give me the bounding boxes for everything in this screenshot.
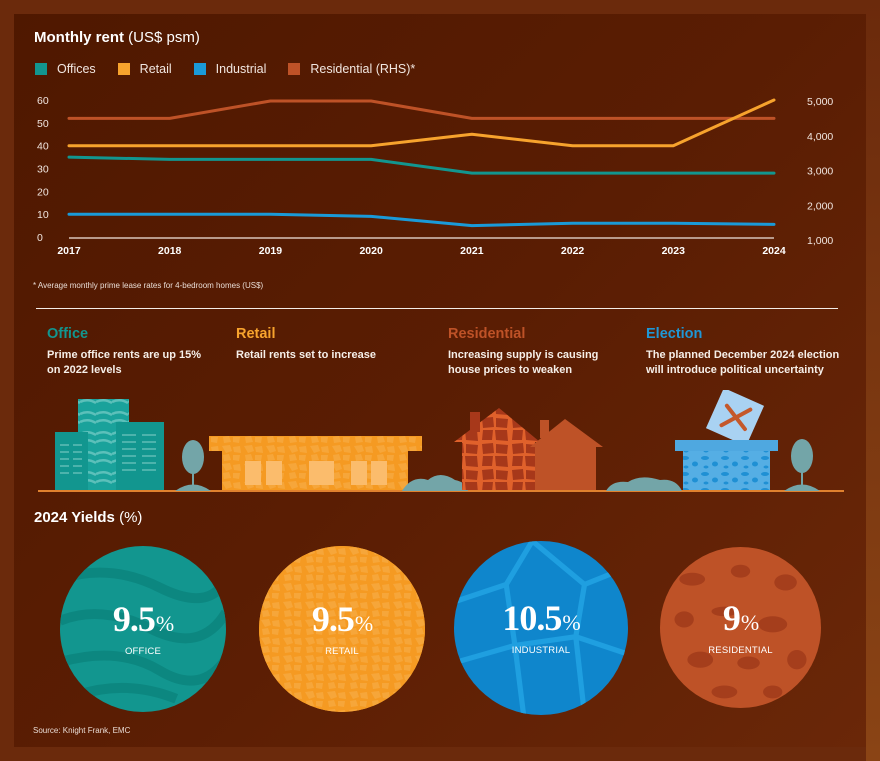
tree-icon [175, 440, 211, 491]
left-axis-tick-label: 0 [37, 232, 43, 244]
series-line-retail [67, 98, 776, 148]
x-axis-tick-label: 2017 [57, 245, 81, 257]
category-title: Office [47, 326, 89, 342]
x-axis-tick-label: 2020 [359, 245, 383, 257]
legend-label: Offices [57, 62, 96, 76]
right-axis-tick-label: 5,000 [807, 96, 833, 108]
legend-label: Industrial [215, 62, 267, 76]
left-axis-tick-label: 20 [37, 186, 49, 198]
desc-line: house prices to weaken [448, 364, 573, 376]
yields-title-unit: (%) [119, 509, 143, 526]
x-axis-tick-label: 2021 [460, 245, 484, 257]
yield-value: 10.5% [502, 598, 580, 638]
legend-swatch-residential [288, 63, 301, 75]
page-edge [866, 0, 880, 761]
desc-line: on 2022 levels [47, 364, 122, 376]
yields-title-main: 2024 Yields [34, 509, 115, 526]
category-description: Retail rents set to increase [236, 348, 426, 363]
yield-label: RETAIL [325, 646, 359, 657]
source-note: Source: Knight Frank, EMC [33, 726, 131, 735]
series-line-residential [67, 99, 776, 120]
legend-swatch-retail [117, 63, 130, 75]
yield-label: OFFICE [124, 646, 162, 657]
desc-line: will introduce political uncertainty [646, 364, 824, 376]
chart-title-main: Monthly rent [34, 29, 124, 46]
category-description: The planned December 2024 election will … [646, 348, 856, 378]
ballot-box-icon [675, 390, 778, 490]
giraffe-texture [259, 546, 425, 712]
yield-label: INDUSTRIAL [511, 645, 571, 656]
category-office: Office Prime office rents are up 15% on … [47, 326, 237, 378]
left-axis-tick-label: 10 [37, 209, 49, 221]
right-axis-tick-label: 4,000 [807, 131, 833, 143]
chart-title: Monthly rent (US$ psm) [34, 29, 200, 46]
yield-value: 9.5% [112, 599, 174, 639]
right-axis-tick-label: 2,000 [807, 200, 833, 212]
left-axis-tick-label: 50 [37, 118, 49, 130]
yield-circle-retail: 9.5% RETAIL [259, 546, 425, 712]
series-line-industrial [67, 212, 776, 228]
x-axis-tick-label: 2022 [561, 245, 585, 257]
section-divider [36, 308, 838, 309]
yield-value: 9.5% [311, 599, 373, 639]
chart-footnote: * Average monthly prime lease rates for … [33, 281, 264, 290]
bush-icon [402, 475, 468, 491]
yield-value: 9% [722, 597, 759, 638]
legend-label: Retail [139, 62, 172, 76]
legend-swatch-industrial [193, 63, 206, 75]
left-axis-tick-label: 40 [37, 141, 49, 153]
office-buildings-icon [55, 399, 164, 490]
right-axis-tick-label: 3,000 [807, 166, 833, 178]
zebra-texture [60, 567, 226, 704]
category-residential: Residential Increasing supply is causing… [448, 326, 638, 378]
bush-icon [606, 477, 682, 491]
house-icon [454, 408, 603, 490]
x-axis-tick-label: 2018 [158, 245, 182, 257]
yield-circle-residential: 9% RESIDENTIAL [660, 547, 821, 708]
series-line-offices [67, 155, 776, 175]
desc-line: Prime office rents are up 15% [47, 349, 202, 361]
chart-legend: Offices Retail Industrial Residential (R… [35, 62, 437, 76]
desc-line: The planned December 2024 election [646, 349, 840, 361]
legend-swatch-offices [35, 63, 47, 75]
category-title: Residential [448, 326, 526, 342]
left-axis-tick-label: 30 [37, 164, 49, 176]
yield-circle-office: 9.5% OFFICE [60, 546, 226, 712]
retail-store-icon [209, 436, 422, 490]
yield-circle-industrial: 10.5% INDUSTRIAL [454, 541, 628, 715]
x-axis-tick-label: 2023 [662, 245, 686, 257]
category-title: Retail [236, 326, 276, 342]
desc-line: Retail rents set to increase [236, 349, 377, 361]
legend-item-offices: Offices [35, 62, 96, 76]
x-axis-tick-label: 2024 [762, 245, 786, 257]
desc-line: Increasing supply is causing [448, 349, 599, 361]
category-election: Election The planned December 2024 elect… [646, 326, 856, 378]
category-description: Prime office rents are up 15% on 2022 le… [47, 348, 237, 378]
legend-item-industrial: Industrial [193, 62, 267, 76]
leopard-texture [674, 564, 807, 699]
right-axis-tick-label: 1,000 [807, 235, 833, 247]
category-title: Election [646, 326, 703, 342]
yield-label: RESIDENTIAL [708, 644, 773, 656]
x-axis-tick-label: 2019 [259, 245, 283, 257]
legend-label: Residential (RHS)* [310, 62, 416, 76]
legend-item-retail: Retail [117, 62, 172, 76]
yields-title: 2024 Yields (%) [34, 509, 142, 526]
tree-icon [784, 439, 820, 491]
left-axis-tick-label: 60 [37, 95, 49, 107]
category-retail: Retail Retail rents set to increase [236, 326, 426, 363]
chart-title-unit: (US$ psm) [128, 29, 200, 46]
reticulated-texture [454, 541, 628, 715]
line-chart: 0 10 20 30 40 50 60 1,000 2,000 3,000 4,000 5,000 20… [37, 95, 833, 257]
category-description: Increasing supply is causing house price… [448, 348, 638, 378]
legend-item-residential: Residential (RHS)* [288, 62, 415, 76]
illustration-strip [38, 390, 844, 492]
